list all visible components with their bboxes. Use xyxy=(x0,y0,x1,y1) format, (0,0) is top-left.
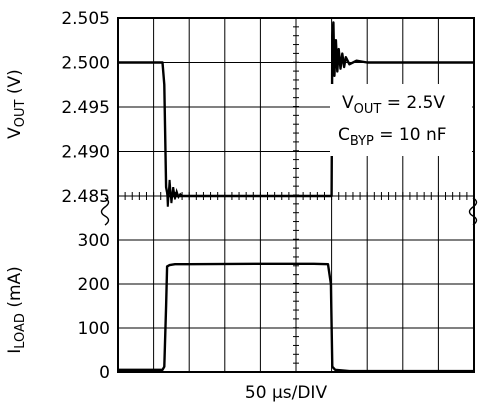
break-mark-left xyxy=(100,197,110,226)
y-tick-label-vout: 2.495 xyxy=(61,98,110,118)
chart-labels: 2.505 2.500 2.495 2.490 2.485 300 200 100 0 VOUT … xyxy=(5,9,472,403)
y-tick-label-vout: 2.490 xyxy=(61,143,110,163)
y-axis-title-iload: ILOAD (mA) xyxy=(5,266,28,354)
x-axis-label: 50 µs/DIV xyxy=(245,383,328,403)
y-tick-label-iload: 0 xyxy=(99,363,110,383)
y-tick-label-iload: 100 xyxy=(78,319,110,339)
y-tick-label-vout: 2.485 xyxy=(61,187,110,207)
vout-ringing xyxy=(166,179,183,207)
chart-frame xyxy=(100,17,478,373)
y-tick-label-vout: 2.500 xyxy=(61,54,110,74)
center-minor-ticks xyxy=(117,17,475,373)
y-tick-label-iload: 200 xyxy=(78,275,110,295)
annotation-vout: VOUT = 2.5V xyxy=(342,93,445,117)
vout-trace xyxy=(118,21,474,198)
plot-border xyxy=(117,17,475,373)
break-mark-right xyxy=(468,197,478,226)
annotation-background xyxy=(330,84,472,156)
y-axis-title-vout: VOUT (V) xyxy=(5,69,28,139)
y-tick-label-vout: 2.505 xyxy=(61,9,110,29)
annotation-cbyp: CBYP = 10 nF xyxy=(338,125,447,149)
y-tick-label-iload: 300 xyxy=(78,231,110,251)
iload-trace xyxy=(118,262,474,373)
chart-series xyxy=(118,21,474,373)
